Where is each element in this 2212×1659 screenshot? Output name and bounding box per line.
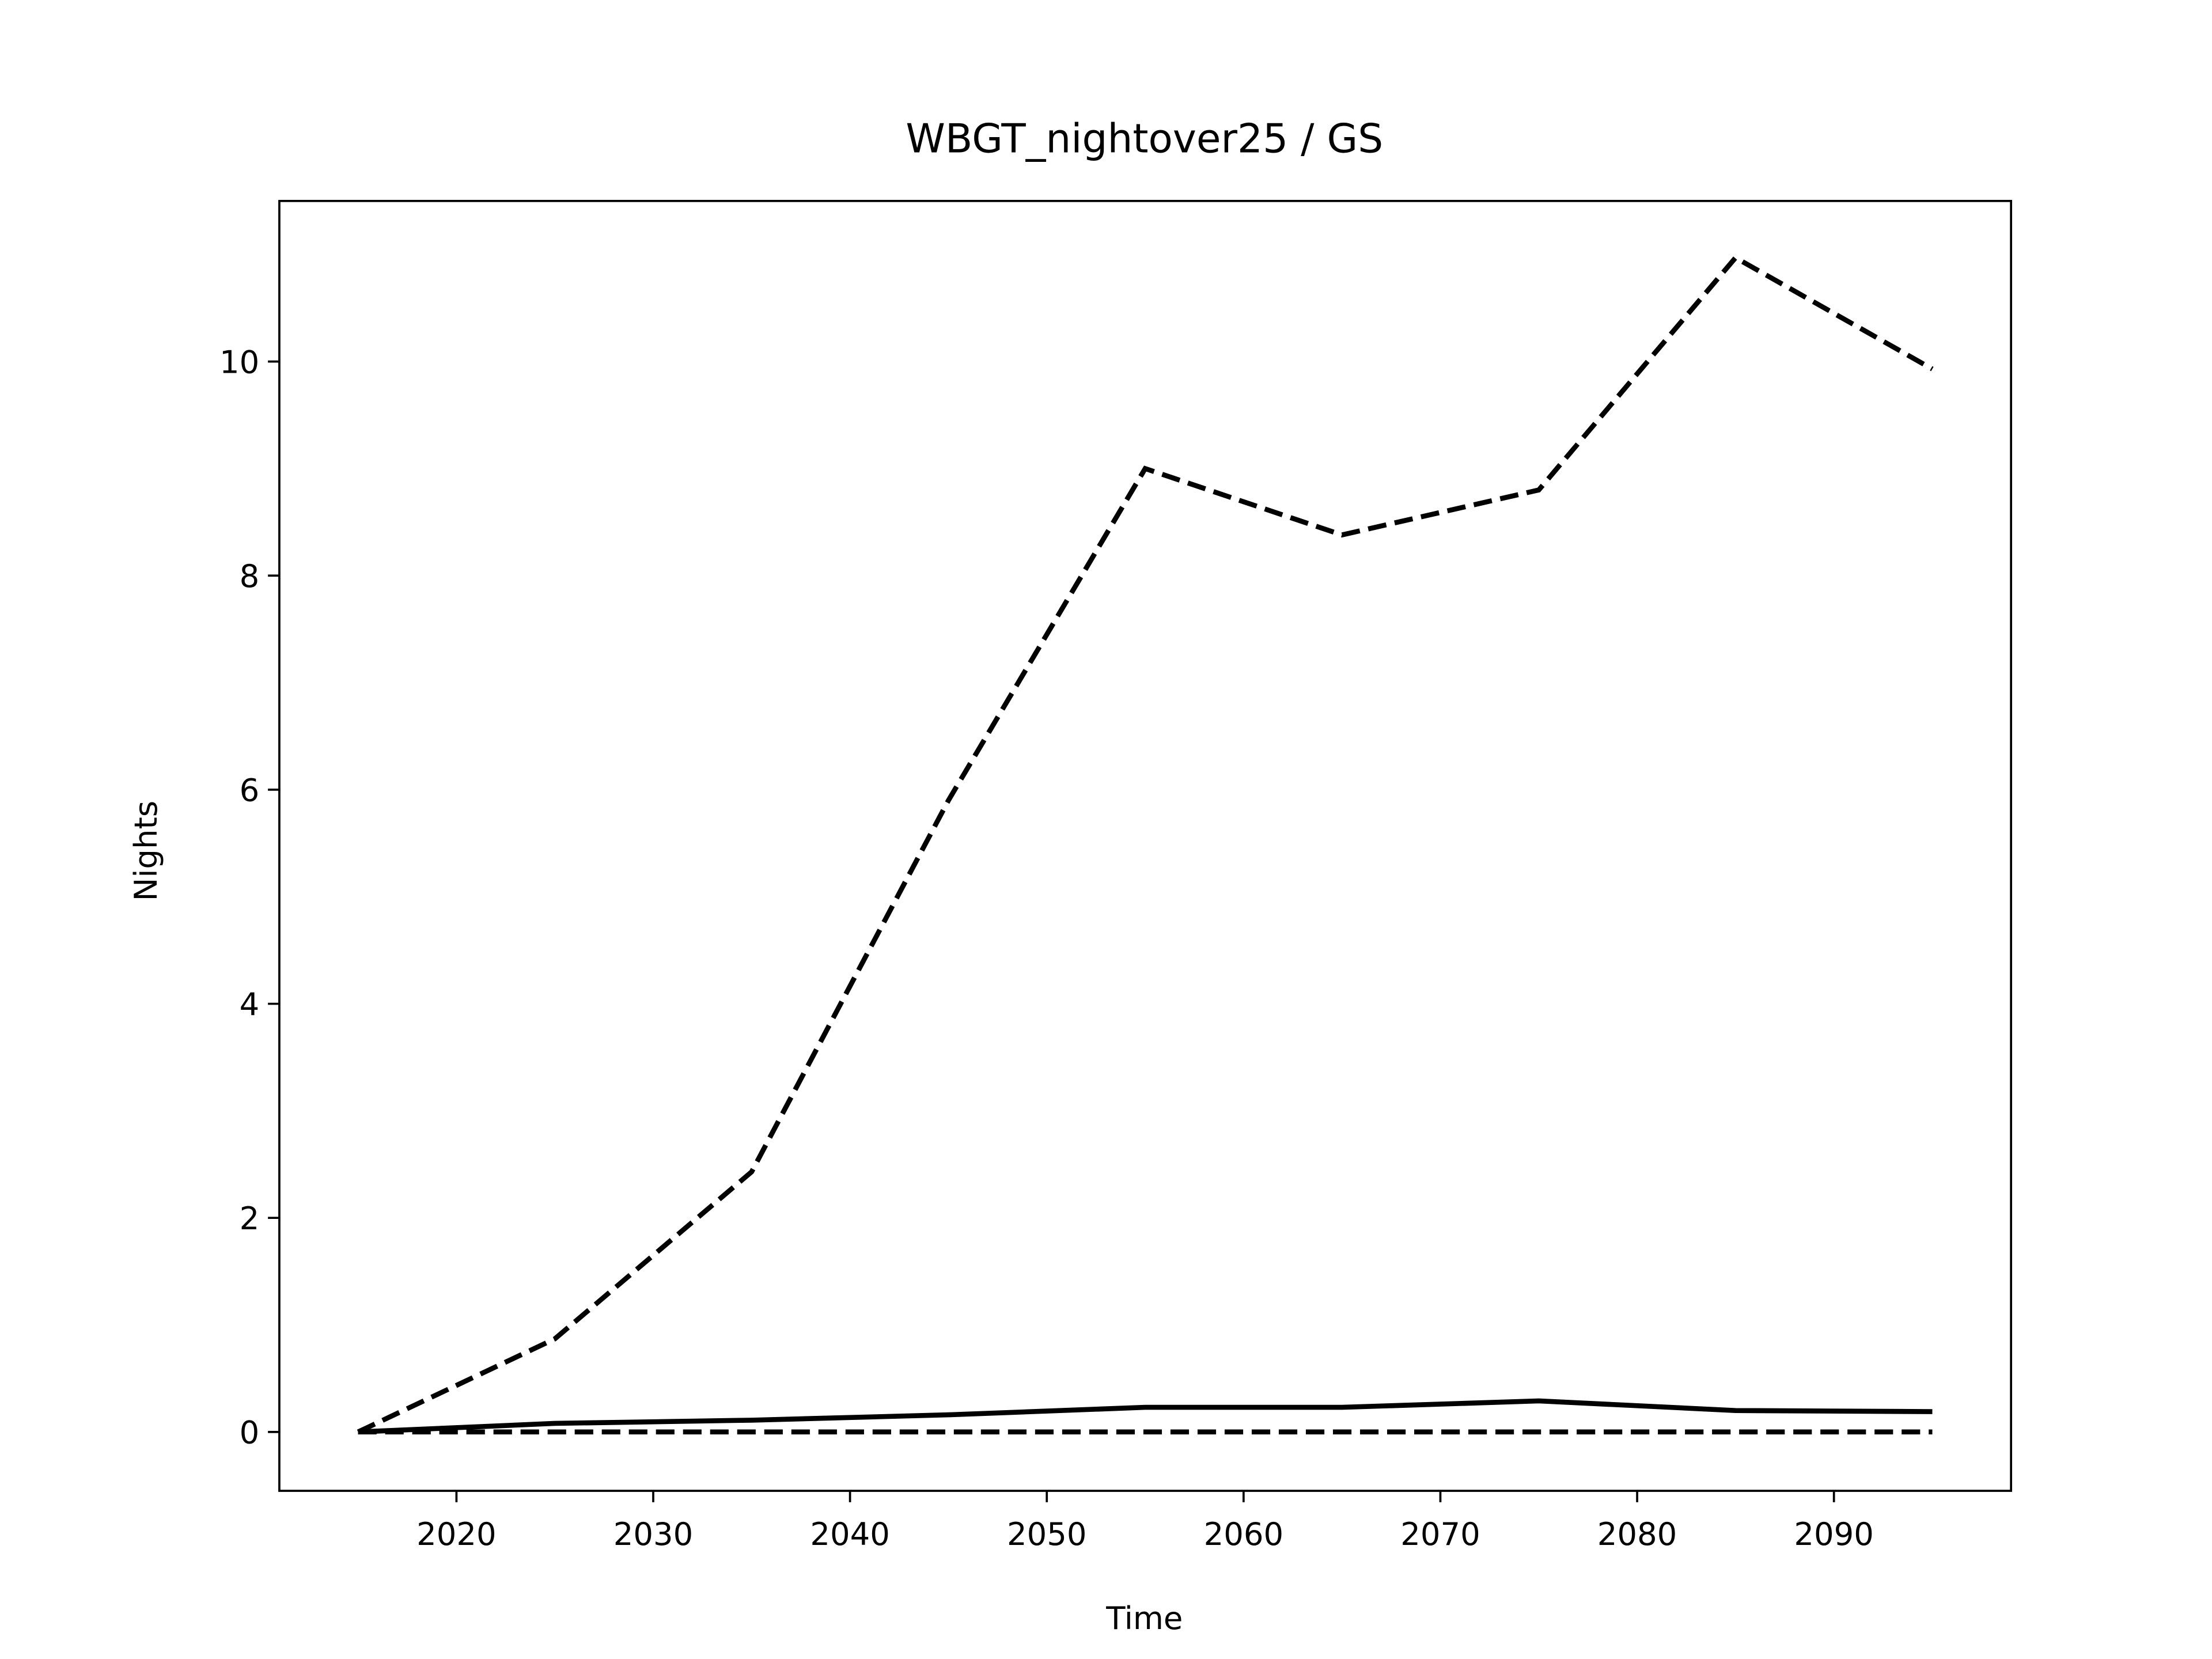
- y-tick-label: 4: [240, 986, 260, 1022]
- x-tick-label: 2020: [416, 1516, 497, 1552]
- x-tick-label: 2030: [613, 1516, 694, 1552]
- y-tick-label: 10: [219, 343, 259, 380]
- x-axis-label: Time: [1105, 1600, 1183, 1637]
- y-tick-label: 6: [240, 772, 260, 809]
- x-tick-label: 2090: [1794, 1516, 1873, 1552]
- y-axis-label: Nights: [127, 801, 164, 902]
- x-tick-label: 2080: [1597, 1516, 1677, 1552]
- data-line: [357, 254, 1934, 1434]
- chart-title: WBGT_nightover25 / GS: [906, 116, 1383, 162]
- x-tick-label: 2050: [1007, 1516, 1087, 1552]
- plot-frame: [278, 200, 2012, 1492]
- x-tick-label: 2070: [1400, 1516, 1480, 1552]
- x-tick-label: 2040: [810, 1516, 890, 1552]
- data-line: [358, 1398, 1933, 1435]
- y-tick-label: 2: [240, 1200, 260, 1237]
- x-tick-label: 2060: [1204, 1516, 1284, 1552]
- y-tick-label: 8: [240, 558, 260, 594]
- y-tick-label: 0: [240, 1414, 260, 1451]
